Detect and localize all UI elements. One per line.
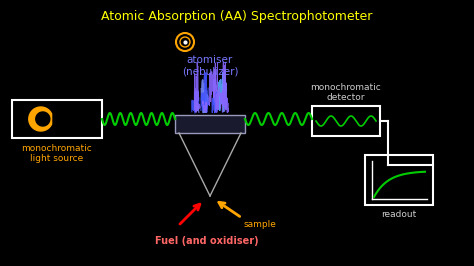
Bar	[175, 115, 245, 133]
Bar	[365, 155, 433, 205]
Text: sample: sample	[244, 220, 277, 229]
Text: monochromatic
detector: monochromatic detector	[310, 83, 382, 102]
Text: Atomic Absorption (AA) Spectrophotometer: Atomic Absorption (AA) Spectrophotometer	[101, 10, 373, 23]
Text: monochromatic
light source: monochromatic light source	[22, 144, 92, 163]
Text: Fuel (and oxidiser): Fuel (and oxidiser)	[155, 236, 259, 246]
Polygon shape	[36, 112, 50, 126]
Text: readout: readout	[382, 210, 417, 219]
Text: atomiser
(nebulizer): atomiser (nebulizer)	[182, 55, 238, 77]
Bar	[312, 106, 380, 136]
Polygon shape	[29, 107, 52, 131]
Bar	[12, 100, 102, 138]
